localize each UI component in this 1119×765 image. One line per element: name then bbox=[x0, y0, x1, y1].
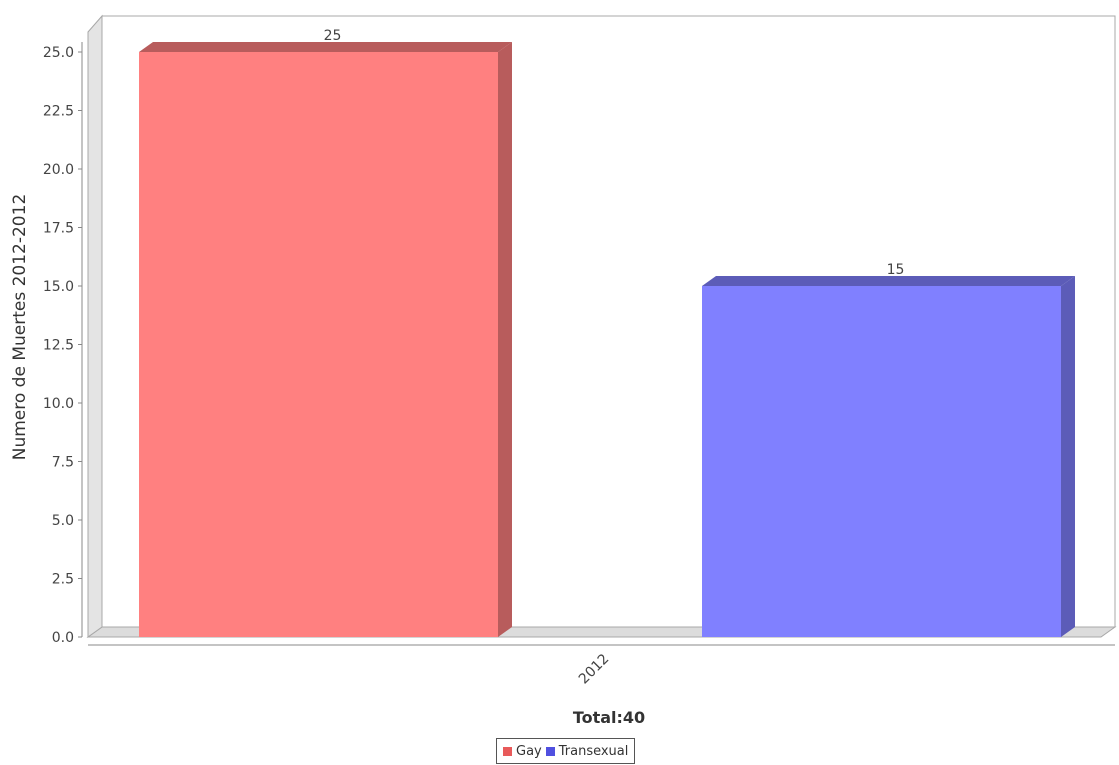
x-axis-title: Total:40 bbox=[573, 708, 645, 727]
legend-item-transexual: Transexual bbox=[545, 743, 629, 759]
bar-front-gay bbox=[139, 52, 498, 637]
y-tick-label: 22.5 bbox=[43, 104, 74, 120]
bar-transexual: 15 bbox=[702, 262, 1075, 637]
data-label-transexual: 15 bbox=[887, 262, 905, 278]
legend-label-transexual: Transexual bbox=[558, 743, 629, 759]
bar-top-transexual bbox=[702, 276, 1075, 286]
y-tick-label: 2.5 bbox=[52, 572, 74, 588]
data-label-gay: 25 bbox=[324, 28, 342, 44]
legend-swatch-transexual bbox=[545, 746, 555, 756]
y-tick-label: 5.0 bbox=[52, 513, 74, 529]
legend-label-gay: Gay bbox=[516, 743, 542, 759]
bars: 25 15 bbox=[139, 28, 1075, 637]
bar-gay: 25 bbox=[139, 28, 512, 637]
x-axis: 2012 bbox=[88, 644, 1115, 688]
bar-top-gay bbox=[139, 42, 512, 52]
plot-left-wall bbox=[87, 14, 103, 638]
bar-side-transexual bbox=[1061, 276, 1075, 637]
y-axis-title: Numero de Muertes 2012-2012 bbox=[10, 194, 30, 461]
x-tick-label: 2012 bbox=[576, 651, 613, 688]
legend-item-gay: Gay bbox=[503, 744, 542, 759]
y-tick-label: 15.0 bbox=[43, 279, 74, 295]
y-tick-label: 25.0 bbox=[43, 45, 74, 61]
bar-side-gay bbox=[498, 42, 512, 637]
legend-swatch-gay bbox=[503, 746, 512, 756]
y-axis: 0.0 2.5 5.0 7.5 10.0 12.5 15.0 17.5 20.0 22.5 25.0 bbox=[43, 42, 83, 646]
y-tick-label: 20.0 bbox=[43, 162, 74, 178]
y-tick-label: 12.5 bbox=[43, 338, 74, 354]
y-tick-label: 17.5 bbox=[43, 221, 74, 237]
y-tick-label: 0.0 bbox=[52, 630, 74, 646]
y-tick-label: 7.5 bbox=[52, 455, 74, 471]
legend: Gay Transexual bbox=[496, 738, 636, 764]
y-tick-label: 10.0 bbox=[43, 396, 74, 412]
bar-front-transexual bbox=[702, 286, 1061, 637]
